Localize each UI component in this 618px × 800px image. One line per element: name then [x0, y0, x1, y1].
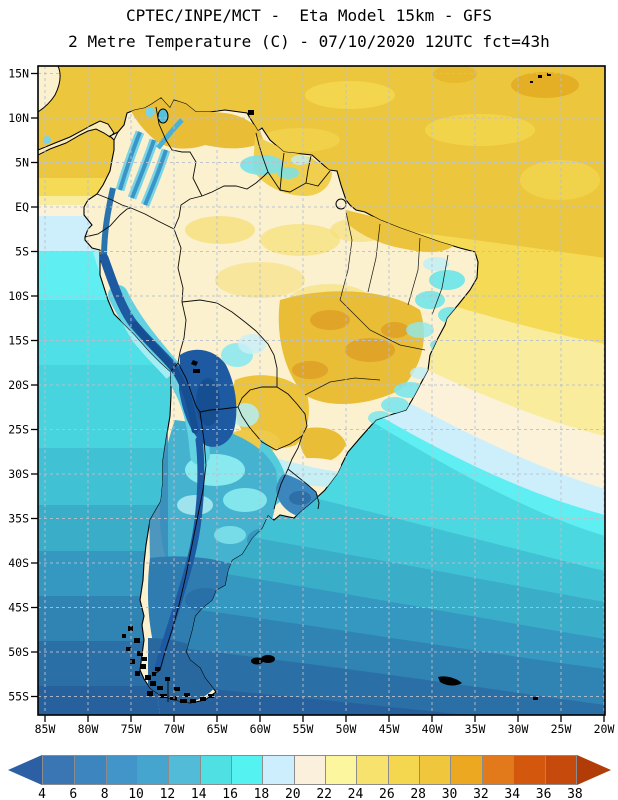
lon-label-30W: 30W	[508, 722, 529, 736]
political-borders	[84, 106, 449, 702]
panama-isthmus	[38, 120, 115, 156]
lake-maracaibo	[157, 108, 169, 124]
lat-label-45S: 45S	[8, 601, 29, 615]
colorbar-cell-8-10	[105, 756, 138, 784]
lat-label-15S: 15S	[8, 334, 29, 348]
colorbar-cell-26-28	[387, 756, 420, 784]
lat-label-5S: 5S	[15, 245, 29, 259]
lon-label-85W: 85W	[35, 722, 56, 736]
colorbar-tick-6: 6	[69, 787, 78, 800]
lon-label-75W: 75W	[121, 722, 142, 736]
lat-label-20S: 20S	[8, 378, 29, 392]
lat-label-40S: 40S	[8, 556, 29, 570]
lon-label-20W: 20W	[594, 722, 615, 736]
colorbar-tick-14: 14	[190, 787, 207, 800]
colorbar-row	[8, 755, 611, 785]
lat-label-30S: 30S	[8, 467, 29, 481]
lat-label-10N: 10N	[8, 111, 29, 125]
colorbar-tick-22: 22	[316, 787, 332, 800]
map-title: CPTEC/INPE/MCT - Eta Model 15km - GFS	[125, 6, 493, 25]
colorbar-tick-38: 38	[567, 787, 583, 800]
colorbar-tick-36: 36	[535, 787, 552, 800]
map-frame	[37, 65, 606, 716]
colorbar-tick-10: 10	[128, 787, 144, 800]
central-america-north	[38, 66, 61, 113]
colorbar-cell-24-26	[356, 756, 388, 784]
colorbar-tick-12: 12	[159, 787, 176, 800]
lon-label-40W: 40W	[422, 722, 443, 736]
temperature-colorbar: 4 6 8 10 12 14 16 18 20 22 24 26 28 30 32 34 36 38	[0, 751, 618, 800]
lat-label-10S: 10S	[8, 289, 29, 303]
colorbar-tick-26: 26	[379, 787, 395, 800]
lat-label-50S: 50S	[8, 645, 29, 659]
colorbar-cell-20-22	[293, 756, 326, 784]
lat-label-25S: 25S	[8, 423, 29, 437]
lon-label-65W: 65W	[207, 722, 228, 736]
lon-label-70W: 70W	[164, 722, 185, 736]
lon-label-55W: 55W	[293, 722, 314, 736]
colorbar-tick-8: 8	[100, 787, 109, 800]
colorbar-tick-16: 16	[222, 787, 238, 800]
lat-label-EQ: EQ	[15, 200, 29, 214]
colorbar-cell-28-30	[419, 756, 451, 784]
colorbar-cell-4-6	[43, 756, 75, 784]
colorbar-tick-20: 20	[284, 787, 301, 800]
lon-label-50W: 50W	[336, 722, 357, 736]
colorbar-cell-36-38	[544, 756, 576, 784]
lat-label-5N: 5N	[15, 156, 29, 170]
colorbar-cells	[42, 755, 577, 785]
lon-label-80W: 80W	[78, 722, 99, 736]
colorbar-cell-18-20	[262, 756, 294, 784]
lat-label-15N: 15N	[8, 67, 29, 81]
temperature-map-canvas: 15N 10N 5N EQ 5S 10S 15S 20S 25S 30S 35S 40S 45S 50S 5…	[8, 65, 615, 736]
colorbar-cell-30-32	[450, 756, 482, 784]
colorbar-cell-34-36	[513, 756, 545, 784]
colorbar-cell-16-18	[231, 756, 263, 784]
colorbar-tick-34: 34	[504, 787, 521, 800]
colorbar-tick-30: 30	[441, 787, 458, 800]
colorbar-cell-32-34	[481, 756, 514, 784]
lat-label-55S: 55S	[8, 690, 29, 704]
lon-label-35W: 35W	[465, 722, 486, 736]
colorbar-right-arrow	[576, 755, 611, 785]
colorbar-cell-14-16	[199, 756, 232, 784]
colorbar-left-arrow	[8, 755, 42, 785]
lon-label-45W: 45W	[379, 722, 400, 736]
lat-lon-grid	[38, 66, 605, 715]
colorbar-tick-18: 18	[253, 787, 270, 800]
colorbar-tick-32: 32	[473, 787, 489, 800]
islands	[122, 73, 551, 703]
colorbar-tick-28: 28	[410, 787, 427, 800]
lon-label-25W: 25W	[551, 722, 572, 736]
colorbar-cell-6-8	[74, 756, 106, 784]
map-subtitle: 2 Metre Temperature (C) - 07/10/2020 12U…	[68, 32, 550, 51]
longitude-axis: 85W 80W 75W 70W 65W 60W 55W 50W 45W 40W 35W 30W 25W 2…	[35, 715, 615, 736]
colorbar-cell-12-14	[168, 756, 200, 784]
latitude-axis: 15N 10N 5N EQ 5S 10S 15S 20S 25S 30S 35S 40S 45S 50S 5…	[8, 67, 38, 704]
colorbar-cell-22-24	[325, 756, 357, 784]
colorbar-tick-4: 4	[38, 787, 46, 800]
map-graphics	[38, 66, 605, 715]
lon-label-60W: 60W	[250, 722, 271, 736]
lat-label-35S: 35S	[8, 512, 29, 526]
colorbar-tick-24: 24	[347, 787, 364, 800]
colorbar-cell-10-12	[137, 756, 169, 784]
